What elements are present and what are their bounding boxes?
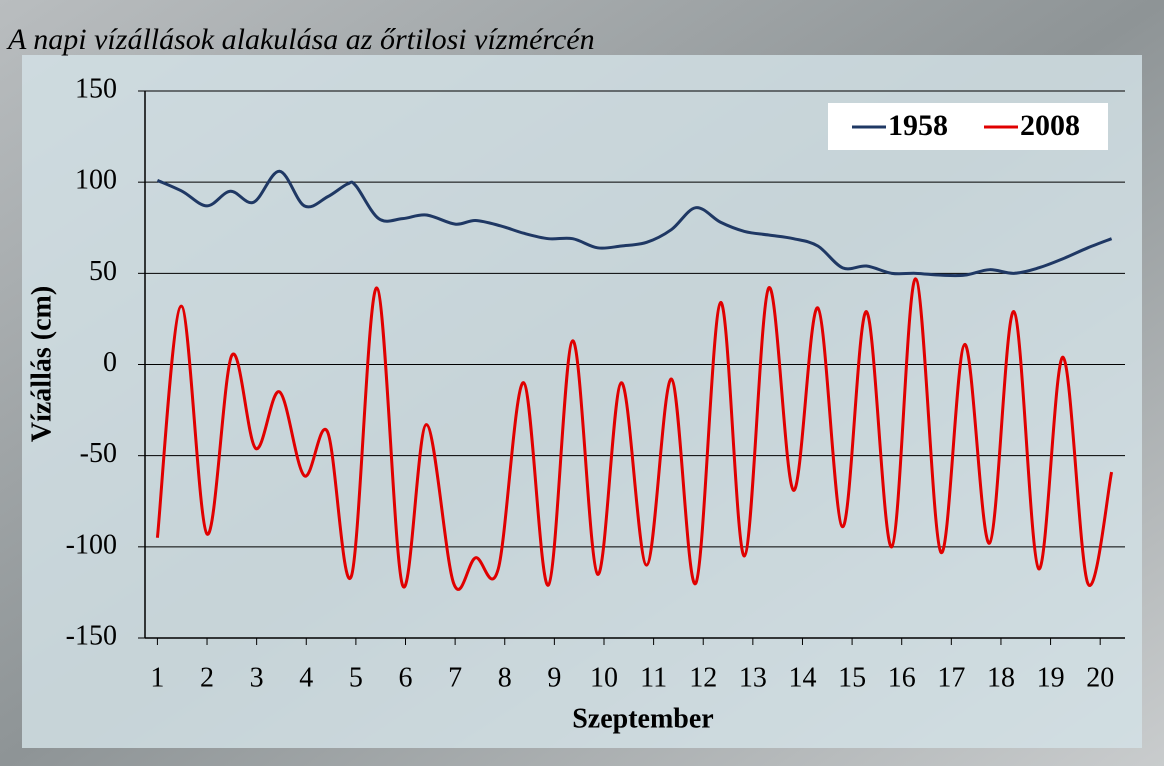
x-axis-label: Szeptember — [572, 703, 714, 734]
x-tick-label: 17 — [937, 662, 965, 693]
x-tick-label: 18 — [987, 662, 1015, 693]
x-tick-label: 15 — [838, 662, 866, 693]
x-tick-label: 7 — [448, 662, 462, 693]
x-tick-label: 20 — [1086, 662, 1114, 693]
x-tick-label: 4 — [299, 662, 313, 693]
line-series — [155, 277, 1114, 591]
y-tick-label: -100 — [66, 529, 117, 560]
x-tick-label: 1 — [150, 662, 164, 693]
x-tick-label: 2 — [200, 662, 214, 693]
legend-label: 2008 — [1020, 109, 1080, 142]
y-tick-label: 50 — [89, 256, 117, 287]
y-tick-label: 0 — [103, 347, 117, 378]
x-tick-label: 9 — [547, 662, 561, 693]
x-tick-label: 12 — [689, 662, 717, 693]
legend-label: 1958 — [888, 109, 948, 142]
chart-title: A napi vízállások alakulása az őrtilosi … — [6, 23, 595, 56]
y-tick-label: -150 — [66, 620, 117, 651]
x-tick-label: 3 — [250, 662, 264, 693]
y-tick-label: 150 — [75, 73, 117, 104]
y-tick-label: -50 — [80, 438, 117, 469]
x-tick-label: 8 — [498, 662, 512, 693]
x-tick-label: 6 — [399, 662, 413, 693]
x-tick-label: 16 — [888, 662, 916, 693]
x-tick-label: 10 — [590, 662, 618, 693]
x-tick-label: 14 — [788, 662, 816, 693]
x-tick-label: 13 — [739, 662, 767, 693]
x-tick-label: 5 — [349, 662, 363, 693]
y-axis-label: Vízállás (cm) — [26, 286, 57, 442]
x-tick-label: 19 — [1037, 662, 1065, 693]
x-tick-label: 11 — [640, 662, 667, 693]
y-tick-label: 100 — [75, 165, 117, 196]
line-series — [156, 169, 1113, 278]
